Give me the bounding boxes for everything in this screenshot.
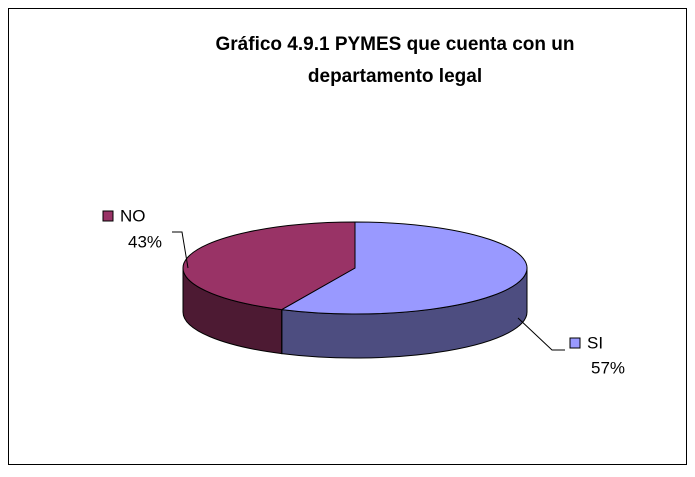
value-label: 43% <box>128 232 162 251</box>
chart-title: Gráfico 4.9.1 PYMES que cuenta con un dep… <box>216 34 575 87</box>
value-label: 57% <box>591 358 625 377</box>
leader-line <box>172 231 189 269</box>
slice <box>280 221 528 315</box>
legend-swatch <box>102 210 114 222</box>
leader-line <box>517 317 565 351</box>
chart-title-text: Gráfico 4.9.1 PYMES que cuenta con un dep… <box>216 34 575 87</box>
legend-swatch <box>569 337 581 349</box>
slice <box>182 221 356 311</box>
category-label: SI <box>587 333 603 352</box>
category-label: NO <box>120 206 146 225</box>
